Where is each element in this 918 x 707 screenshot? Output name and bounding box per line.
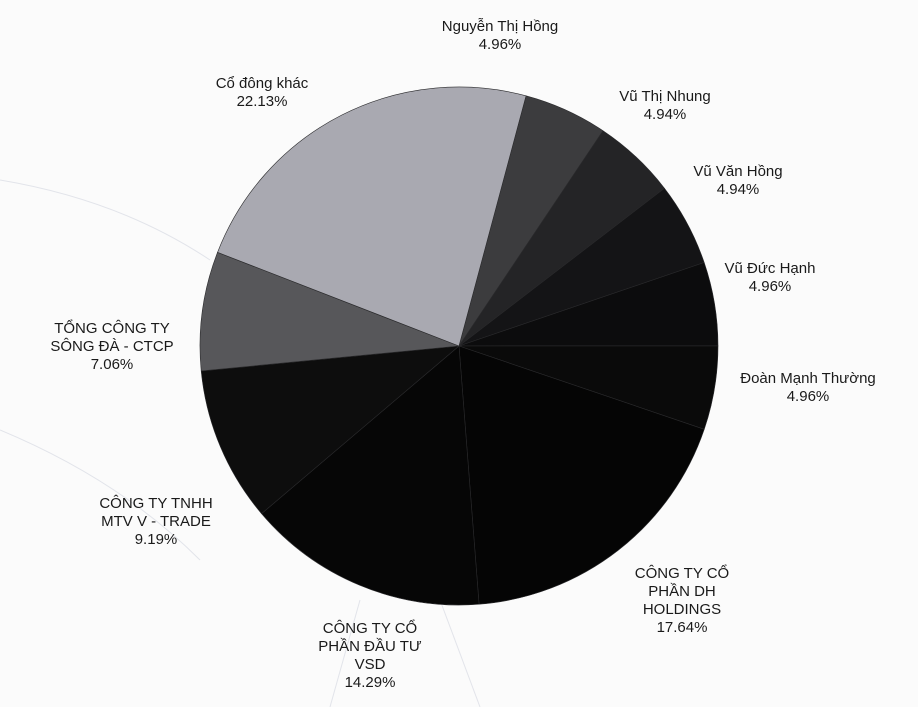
slice-value: 14.29% (344, 674, 396, 691)
slice-label: Nguyễn Thị Hồng 4.96% (400, 18, 600, 54)
slice-name: Đoàn Mạnh Thường (740, 370, 876, 387)
slice-label: Vũ Thị Nhung 4.94% (585, 88, 745, 124)
slice-value: 17.64% (656, 619, 708, 636)
pie-slice (458, 345, 705, 605)
slice-value: 9.19% (134, 531, 178, 548)
slice-name: CÔNG TY CỔ PHẦN ĐẦU TƯ VSD (318, 620, 422, 673)
pie-slice (200, 345, 460, 515)
pie-slice (199, 251, 460, 372)
slice-label: CÔNG TY CỔ PHẦN DH HOLDINGS 17.64% (632, 565, 732, 637)
slice-name: CÔNG TY TNHH MTV V - TRADE (99, 495, 213, 530)
background-decoration (0, 179, 481, 707)
pie-slice (217, 86, 527, 347)
slice-label: Đoàn Mạnh Thường 4.96% (708, 370, 908, 406)
slice-value: 4.94% (716, 181, 760, 198)
slice-label: Vũ Văn Hồng 4.94% (658, 163, 818, 199)
slice-name: Vũ Văn Hồng (693, 163, 783, 180)
slice-value: 4.94% (643, 106, 687, 123)
slice-name: Cổ đông khác (215, 75, 309, 92)
slice-label: Cổ đông khác 22.13% (182, 75, 342, 111)
slice-name: TỔNG CÔNG TY SÔNG ĐÀ - CTCP (50, 320, 174, 355)
slice-value: 4.96% (748, 278, 792, 295)
slice-name: Vũ Đức Hạnh (724, 260, 816, 277)
slice-value: 4.96% (478, 36, 522, 53)
slice-value: 22.13% (236, 93, 288, 110)
slice-name: Vũ Thị Nhung (619, 88, 711, 105)
slice-name: Nguyễn Thị Hồng (441, 18, 559, 35)
slice-label: TỔNG CÔNG TY SÔNG ĐÀ - CTCP 7.06% (48, 320, 176, 374)
slice-name: CÔNG TY CỔ PHẦN DH HOLDINGS (634, 565, 730, 618)
slice-label: CÔNG TY CỔ PHẦN ĐẦU TƯ VSD 14.29% (311, 620, 429, 692)
slice-label: Vũ Đức Hạnh 4.96% (690, 260, 850, 296)
slice-label: CÔNG TY TNHH MTV V - TRADE 9.19% (93, 495, 219, 549)
slice-value: 4.96% (786, 388, 830, 405)
slice-value: 7.06% (90, 356, 134, 373)
pie-slice (261, 345, 480, 606)
